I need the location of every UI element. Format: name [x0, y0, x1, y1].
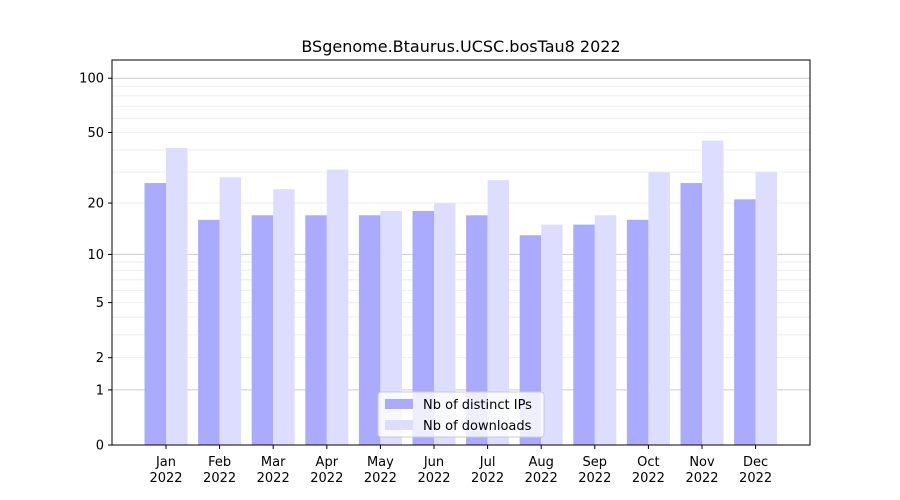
bar-ips: [358, 215, 381, 445]
bar-ips: [734, 199, 756, 445]
y-tick-label: 100: [79, 72, 104, 87]
bar-ips: [573, 224, 595, 445]
x-tick-label: 2022: [417, 471, 450, 486]
x-tick-label: Aug: [529, 455, 554, 470]
x-tick-label: Apr: [316, 455, 339, 470]
x-tick-label: Jun: [423, 455, 444, 470]
x-tick-label: Jul: [479, 455, 496, 470]
bar-downloads: [702, 140, 724, 445]
bar-downloads: [380, 210, 402, 445]
x-tick-label: 2022: [471, 471, 504, 486]
bar-downloads: [434, 203, 456, 445]
y-tick-label: 1: [96, 383, 104, 398]
x-tick-label: 2022: [578, 471, 611, 486]
bar-ips: [412, 210, 434, 445]
legend: Nb of distinct IPs Nb of downloads: [377, 391, 545, 438]
bar-ips: [198, 219, 220, 445]
x-tick-label: 2022: [203, 471, 236, 486]
bar-downloads: [648, 172, 670, 445]
x-tick-label: Sep: [583, 455, 608, 470]
x-tick-label: 2022: [257, 471, 290, 486]
bar-ips: [305, 215, 327, 445]
bar-downloads: [594, 215, 617, 445]
x-tick-label: Oct: [637, 455, 659, 470]
chart-title: BSgenome.Btaurus.UCSC.bosTau8 2022: [301, 37, 620, 56]
y-tick-label: 50: [87, 126, 104, 141]
bar-ips: [144, 183, 166, 445]
y-tick-label: 0: [96, 439, 104, 454]
bar-downloads: [487, 180, 510, 445]
x-tick-label: 2022: [149, 471, 182, 486]
legend-swatch-ips: [385, 399, 413, 409]
x-tick-label: 2022: [685, 471, 718, 486]
bar-ips: [626, 219, 649, 445]
y-tick-label: 10: [87, 248, 104, 263]
y-tick-label: 20: [87, 197, 104, 212]
bar-downloads: [755, 172, 778, 445]
x-tick-label: 2022: [632, 471, 665, 486]
bar-ips: [466, 215, 488, 445]
bar-downloads: [166, 147, 188, 445]
x-tick-label: Jan: [155, 455, 176, 470]
bar-downloads: [326, 169, 349, 445]
plot-frame: [111, 59, 811, 446]
x-tick-label: Nov: [689, 455, 715, 470]
legend-swatch-downloads: [385, 420, 413, 430]
x-tick-label: 2022: [310, 471, 343, 486]
bar-downloads: [219, 177, 242, 445]
legend-label-downloads: Nb of downloads: [423, 419, 532, 434]
legend-label-ips: Nb of distinct IPs: [423, 398, 532, 413]
bar-downloads: [541, 224, 563, 445]
y-tick-label: 5: [96, 296, 104, 311]
bar-downloads: [273, 189, 295, 445]
x-tick-label: Dec: [743, 455, 768, 470]
x-tick-label: May: [367, 455, 394, 470]
x-tick-label: Feb: [208, 455, 231, 470]
bar-ips: [680, 183, 702, 445]
x-tick-label: 2022: [525, 471, 558, 486]
x-tick-label: 2022: [739, 471, 772, 486]
bar-ips: [251, 215, 274, 445]
y-tick-label: 2: [96, 351, 104, 366]
x-tick-label: 2022: [364, 471, 397, 486]
x-tick-label: Mar: [261, 455, 286, 470]
